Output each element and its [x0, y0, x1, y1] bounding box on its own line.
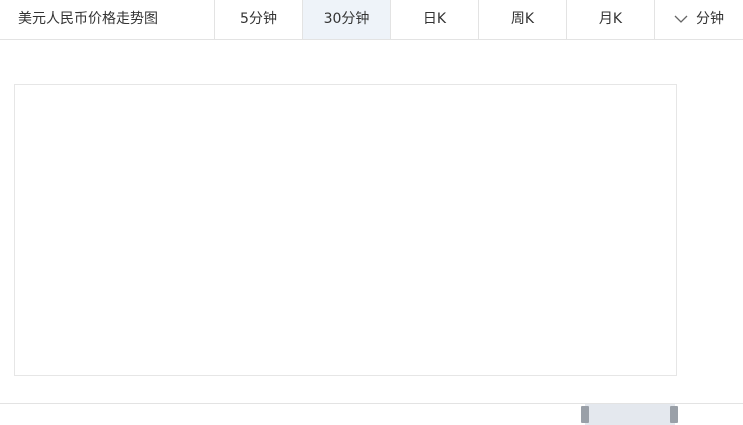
tab[interactable]: 日K [391, 0, 479, 39]
navigator-window[interactable] [585, 404, 675, 425]
tab[interactable]: 周K [479, 0, 567, 39]
tab-label: 分钟 [696, 11, 724, 27]
navigator-handle[interactable] [581, 406, 589, 423]
tab[interactable]: MA5:6.8607MA10:6.8596MA30:6.86386.89006.… [655, 0, 743, 39]
tab[interactable]: 月K [567, 0, 655, 39]
navigator-handle[interactable] [670, 406, 678, 423]
plot-frame [14, 84, 677, 376]
tab[interactable]: 30分钟 [303, 0, 391, 39]
dropdown-icon: MA5:6.8607MA10:6.8596MA30:6.86386.89006.… [674, 15, 688, 23]
chart-title: 美元人民币价格走势图 [0, 0, 215, 39]
tab[interactable]: 5分钟 [215, 0, 303, 39]
